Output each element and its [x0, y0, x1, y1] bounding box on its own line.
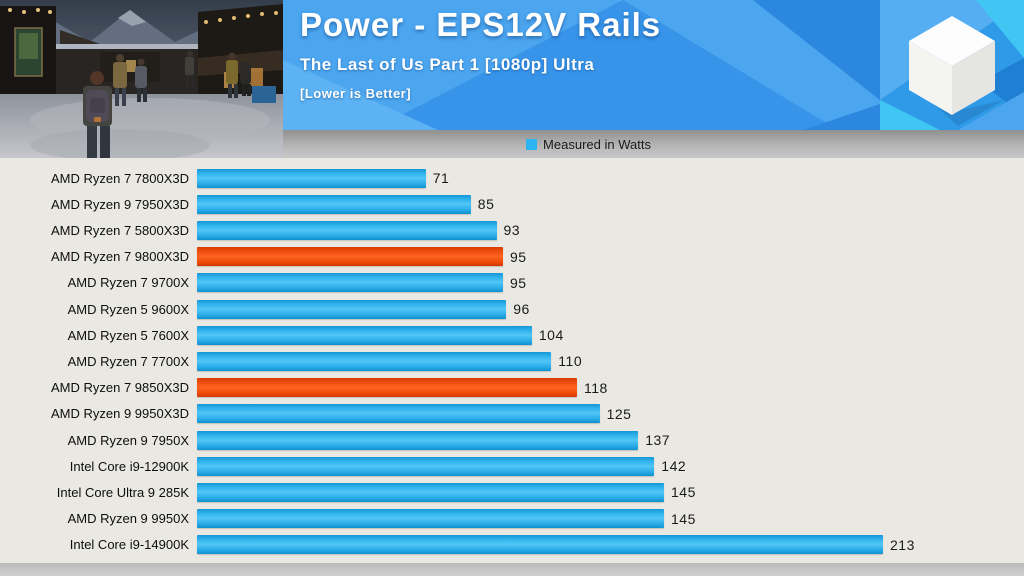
cpu-label: AMD Ryzen 9 7950X3D — [50, 196, 189, 212]
game-scene-illustration — [0, 0, 283, 158]
bar-value: 95 — [510, 274, 527, 291]
bar — [197, 404, 600, 424]
bar-highlighted — [197, 378, 577, 398]
channel-logo — [880, 0, 1024, 130]
cpu-label: AMD Ryzen 9 7950X — [67, 432, 189, 448]
bar — [197, 456, 655, 476]
chart-row: AMD Ryzen 7 9850X3D 118 — [0, 375, 1024, 401]
bar — [197, 351, 552, 371]
chart-row: Intel Core Ultra 9 285K 145 — [0, 479, 1024, 505]
chart-row: AMD Ryzen 9 7950X 137 — [0, 427, 1024, 453]
chart-row: Intel Core i9-14900K 213 — [0, 532, 1024, 558]
chart-row: Intel Core i9-12900K 142 — [0, 453, 1024, 479]
cpu-label: AMD Ryzen 7 9800X3D — [50, 249, 189, 265]
bar-value: 125 — [606, 405, 632, 422]
title-banner: Power - EPS12V Rails The Last of Us Part… — [283, 0, 880, 130]
bar-value: 104 — [538, 327, 564, 344]
chart-row: AMD Ryzen 7 5800X3D 93 — [0, 217, 1024, 243]
chart-row: AMD Ryzen 7 9700X 95 — [0, 270, 1024, 296]
chart-row: AMD Ryzen 9 7950X3D 85 — [0, 191, 1024, 217]
bar-area: 85 — [197, 191, 1024, 217]
bottom-strip — [0, 563, 1024, 576]
chart-row: AMD Ryzen 5 7600X 104 — [0, 322, 1024, 348]
bar — [197, 430, 639, 450]
bar-value: 95 — [510, 248, 527, 265]
cpu-label: AMD Ryzen 9 9950X — [67, 511, 189, 527]
bar-area: 213 — [197, 532, 1024, 558]
page-title: Power - EPS12V Rails — [300, 6, 662, 43]
bar — [197, 273, 503, 293]
cpu-label: AMD Ryzen 7 9850X3D — [50, 380, 189, 396]
cpu-label: AMD Ryzen 5 7600X — [67, 327, 189, 343]
legend-bar: Measured in Watts — [283, 130, 1024, 158]
bar — [197, 299, 507, 319]
bar-area: 95 — [197, 244, 1024, 270]
bar-area: 145 — [197, 506, 1024, 532]
chart-row: AMD Ryzen 7 9800X3D 95 — [0, 244, 1024, 270]
bar-area: 93 — [197, 217, 1024, 243]
cpu-label: AMD Ryzen 5 9600X — [67, 301, 189, 317]
bar — [197, 220, 497, 240]
bar-value: 145 — [671, 484, 696, 501]
legend-label: Measured in Watts — [543, 136, 651, 152]
bar-area: 95 — [197, 270, 1024, 296]
bar-area: 110 — [197, 348, 1024, 374]
bar-value: 96 — [513, 301, 530, 318]
bar-area: 118 — [197, 375, 1024, 401]
chart-row: AMD Ryzen 5 9600X 96 — [0, 296, 1024, 322]
cpu-label: Intel Core Ultra 9 285K — [56, 484, 189, 500]
bar-value: 93 — [503, 222, 521, 239]
bar — [197, 168, 426, 188]
cpu-label: AMD Ryzen 7 5800X3D — [50, 222, 189, 238]
cube-logo-icon — [880, 0, 1024, 130]
chart-rows: AMD Ryzen 7 7800X3D 71 AMD Ryzen 9 7950X3D… — [0, 165, 1024, 558]
cpu-label: AMD Ryzen 7 7700X — [67, 353, 189, 369]
bar-value: 85 — [477, 196, 495, 213]
cpu-label: Intel Core i9-14900K — [69, 537, 189, 553]
bar-value: 145 — [671, 510, 696, 527]
cpu-label: Intel Core i9-12900K — [69, 458, 189, 474]
bar-value: 137 — [645, 432, 671, 449]
benchmark-subtitle: The Last of Us Part 1 [1080p] Ultra — [300, 55, 595, 74]
bar-chart: AMD Ryzen 7 7800X3D 71 AMD Ryzen 9 7950X3D… — [0, 158, 1024, 563]
bar-area: 142 — [197, 453, 1024, 479]
legend-swatch-icon — [526, 138, 538, 150]
bar — [197, 535, 883, 555]
bar-area: 137 — [197, 427, 1024, 453]
bar — [197, 194, 471, 214]
bar-area: 145 — [197, 479, 1024, 505]
chart-row: AMD Ryzen 9 9950X3D 125 — [0, 401, 1024, 427]
bar-value: 118 — [584, 379, 608, 396]
bar-area: 125 — [197, 401, 1024, 427]
chart-row: AMD Ryzen 7 7800X3D 71 — [0, 165, 1024, 191]
bar-value: 213 — [890, 536, 915, 553]
chart-row: AMD Ryzen 9 9950X 145 — [0, 506, 1024, 532]
cpu-label: AMD Ryzen 7 9700X — [67, 275, 189, 291]
top-banner: Power - EPS12V Rails The Last of Us Part… — [0, 0, 1024, 158]
bar-area: 71 — [197, 165, 1024, 191]
cpu-label: AMD Ryzen 7 7800X3D — [50, 170, 189, 186]
chart-row: AMD Ryzen 7 7700X 110 — [0, 348, 1024, 374]
bar — [197, 482, 664, 502]
banner-background — [283, 0, 880, 130]
cpu-label: AMD Ryzen 9 9950X3D — [50, 406, 189, 422]
bar-value: 142 — [661, 458, 687, 475]
bar — [197, 509, 664, 529]
game-scene-thumbnail — [0, 0, 283, 158]
bar-area: 104 — [197, 322, 1024, 348]
bar-value: 71 — [432, 170, 450, 187]
bar — [197, 325, 532, 345]
lower-is-better-note: [Lower is Better] — [300, 86, 412, 101]
bar-highlighted — [197, 247, 503, 267]
bar-value: 110 — [558, 353, 583, 370]
legend: Measured in Watts — [526, 137, 651, 152]
bar-area: 96 — [197, 296, 1024, 322]
